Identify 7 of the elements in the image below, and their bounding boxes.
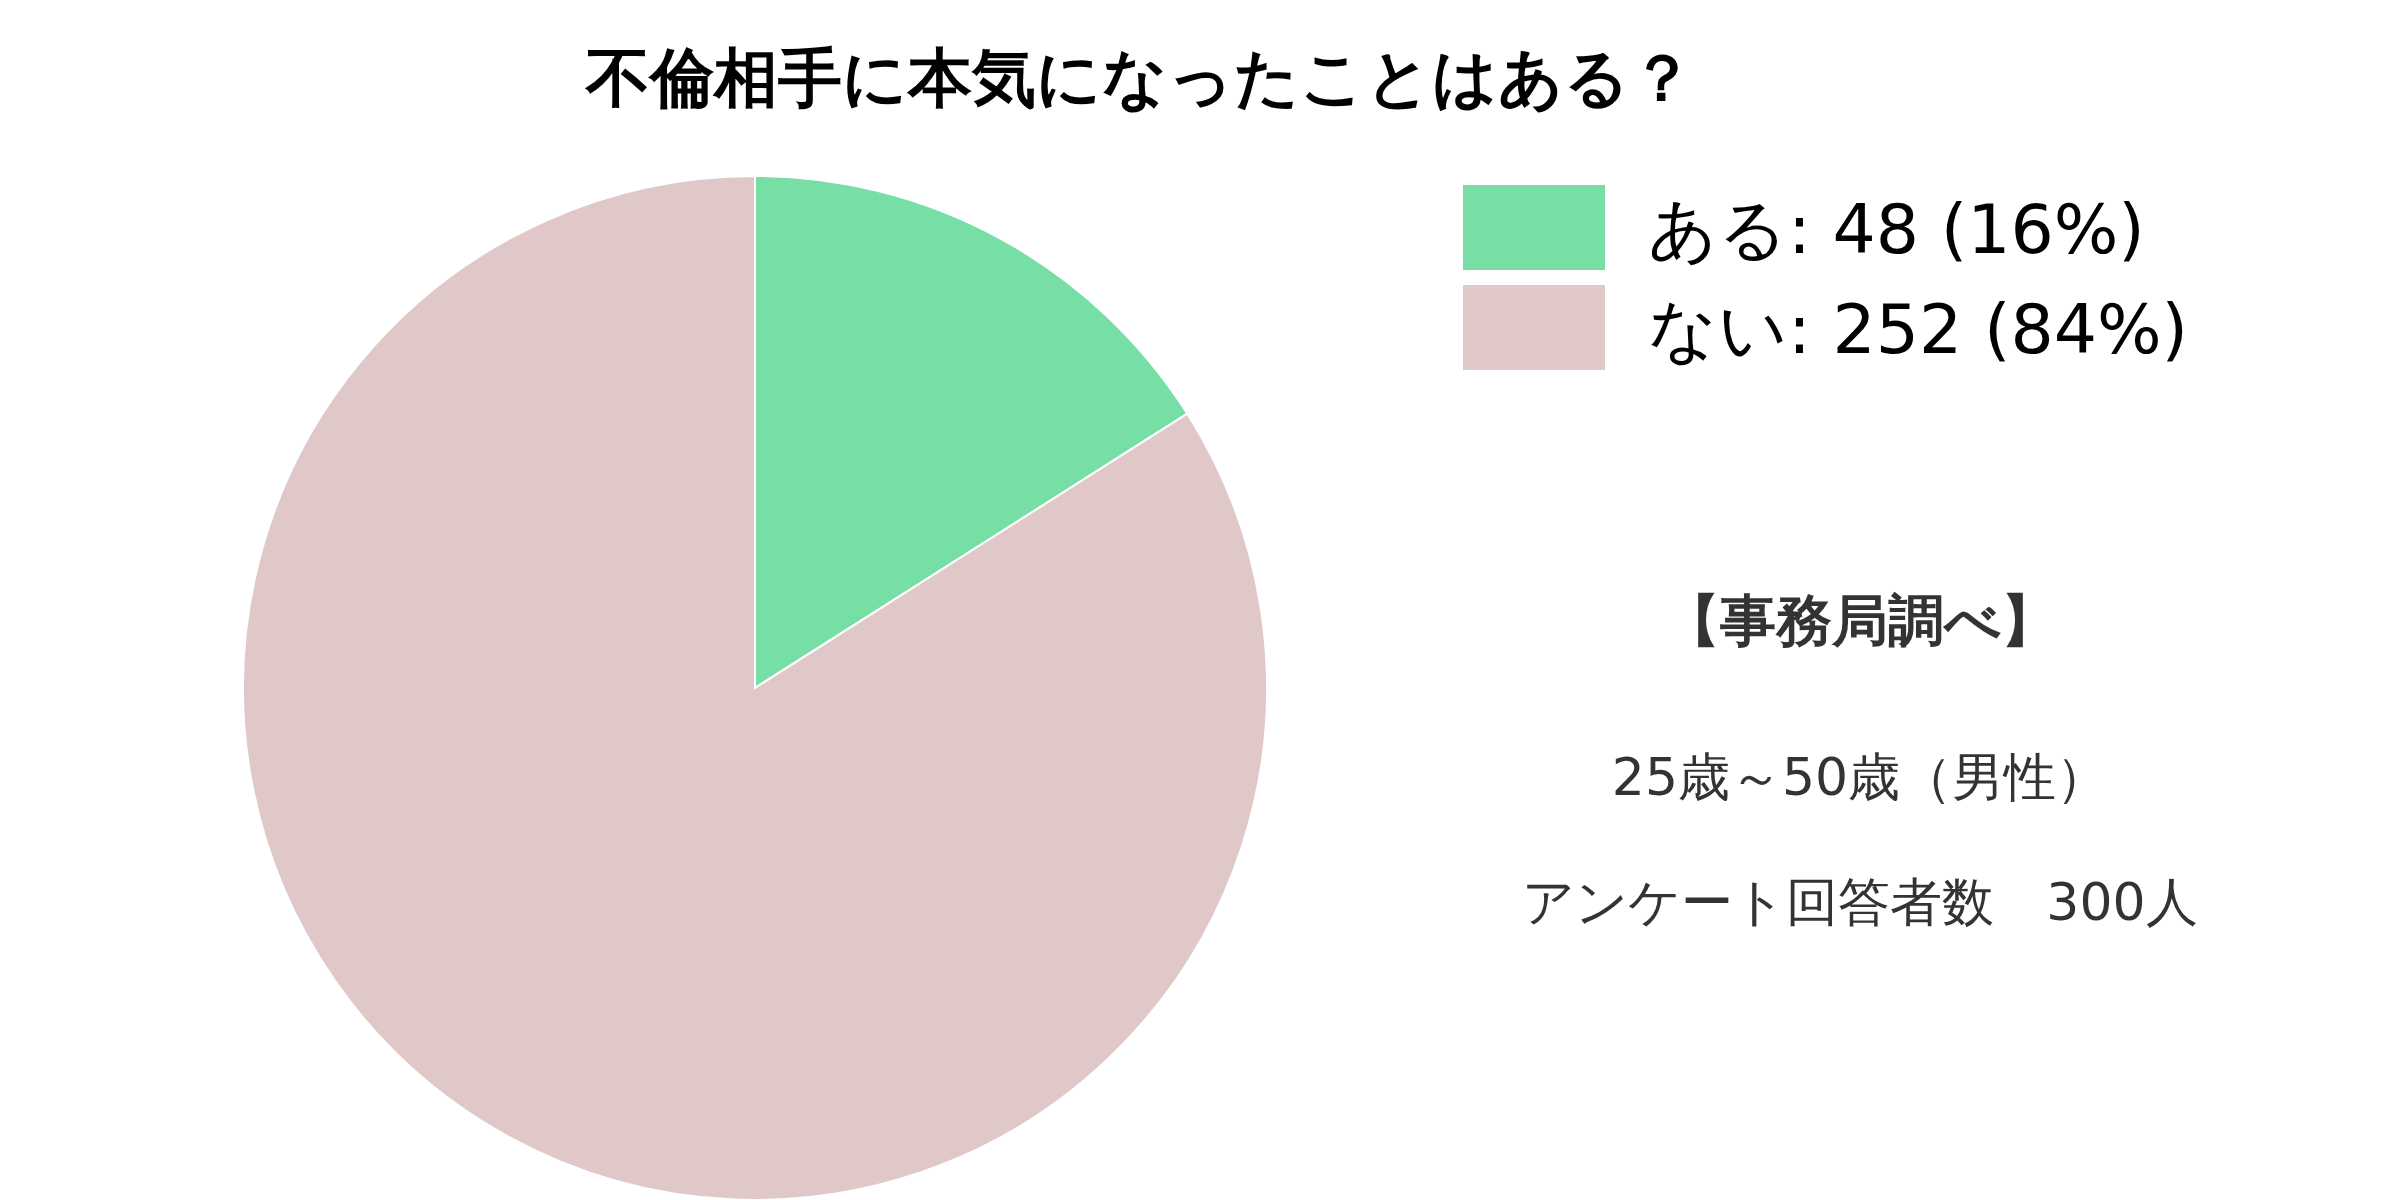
text: アンケート回答者数 300人 (1522, 872, 2198, 932)
chart-title: 不倫相手に本気になったことはある？ (584, 41, 1694, 115)
pie-slice (242, 175, 1268, 1200)
text: 25歳～50歳（男性） (1611, 747, 2109, 807)
legend-label: ない: 252 (84%) (1648, 290, 2189, 369)
legend-label: ある: 48 (16%) (1648, 190, 2145, 269)
text: 【事務局調べ】 (1663, 588, 2057, 653)
